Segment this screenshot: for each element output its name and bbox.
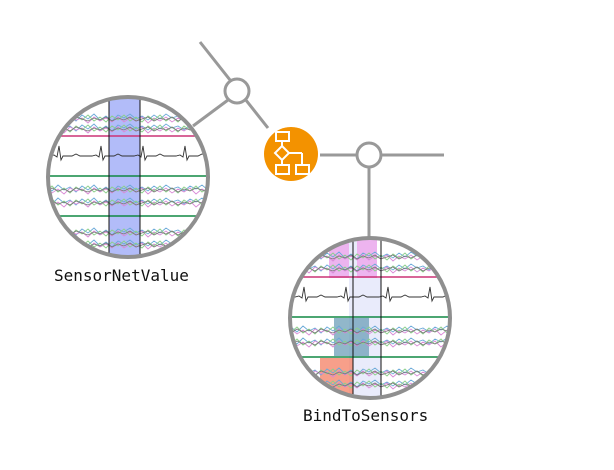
lens-rim [46,95,210,259]
sensor-net-value-label: SensorNetValue [54,266,189,285]
lens-rim [288,236,452,400]
left-lens-stem [192,98,229,128]
bind-to-sensors-lens[interactable] [285,236,455,400]
sensor-band-teal [334,318,369,356]
sensor-net-value-lens[interactable] [40,95,215,259]
output-probe-ring[interactable] [355,141,383,169]
flowchart-node[interactable] [264,127,318,181]
flowchart-icon [273,131,310,175]
bind-to-sensors-label: BindToSensors [303,406,429,425]
input-probe-ring[interactable] [223,77,251,105]
